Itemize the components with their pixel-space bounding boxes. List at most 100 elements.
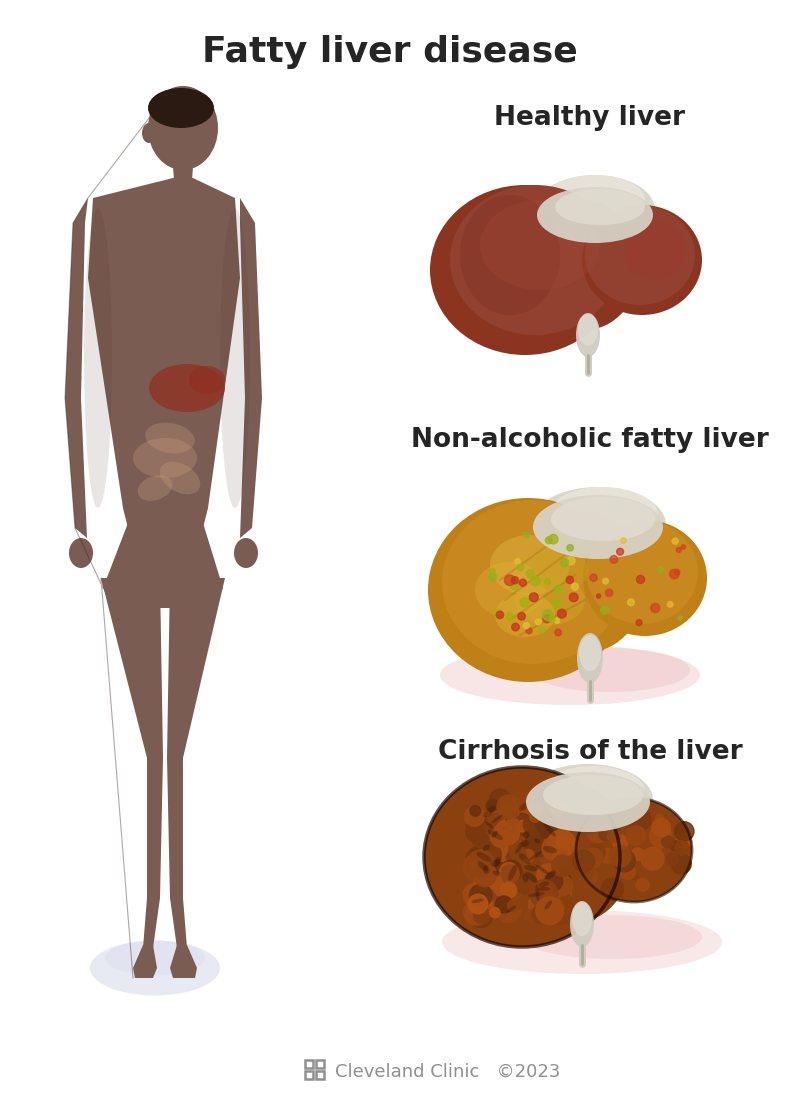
Circle shape (507, 900, 519, 912)
Circle shape (474, 842, 502, 870)
Circle shape (607, 830, 621, 842)
Circle shape (606, 590, 613, 596)
Circle shape (544, 835, 557, 847)
Ellipse shape (548, 487, 658, 543)
Circle shape (469, 851, 489, 871)
Polygon shape (103, 523, 223, 608)
Ellipse shape (526, 872, 538, 882)
Circle shape (483, 836, 507, 861)
Circle shape (652, 818, 670, 837)
Circle shape (530, 880, 558, 907)
Circle shape (526, 804, 538, 815)
Bar (316, 1071, 324, 1079)
Circle shape (489, 573, 497, 581)
Circle shape (527, 800, 540, 814)
Circle shape (486, 863, 510, 889)
Circle shape (518, 843, 528, 853)
Circle shape (494, 609, 502, 617)
Circle shape (530, 593, 538, 602)
Ellipse shape (625, 220, 685, 280)
Circle shape (544, 872, 563, 891)
Circle shape (496, 612, 504, 618)
Circle shape (525, 910, 538, 922)
Circle shape (537, 863, 559, 887)
Circle shape (552, 856, 573, 877)
Circle shape (602, 578, 609, 584)
Circle shape (530, 881, 544, 895)
Circle shape (602, 815, 621, 834)
Circle shape (561, 559, 569, 566)
Ellipse shape (493, 870, 500, 875)
Ellipse shape (586, 520, 698, 624)
Circle shape (467, 850, 494, 878)
Circle shape (512, 624, 519, 630)
Circle shape (491, 825, 514, 848)
Ellipse shape (442, 910, 722, 974)
Circle shape (518, 793, 537, 810)
Circle shape (511, 814, 533, 835)
Circle shape (525, 877, 535, 888)
Circle shape (498, 817, 522, 842)
Polygon shape (167, 578, 225, 948)
Ellipse shape (148, 88, 214, 128)
Circle shape (469, 866, 485, 881)
Circle shape (514, 873, 530, 890)
Circle shape (606, 831, 615, 841)
Circle shape (518, 820, 529, 831)
Circle shape (551, 894, 572, 915)
Ellipse shape (460, 195, 560, 315)
Circle shape (546, 828, 560, 841)
Circle shape (554, 818, 573, 837)
Ellipse shape (530, 200, 640, 330)
Circle shape (499, 862, 518, 882)
Circle shape (525, 793, 536, 804)
Circle shape (466, 898, 494, 924)
Ellipse shape (492, 815, 502, 824)
Circle shape (551, 870, 571, 891)
Circle shape (474, 895, 493, 915)
Ellipse shape (105, 941, 205, 976)
Ellipse shape (142, 123, 156, 144)
Circle shape (552, 598, 562, 608)
Circle shape (671, 853, 691, 874)
Circle shape (542, 896, 557, 912)
Circle shape (554, 618, 559, 624)
Circle shape (586, 820, 609, 842)
Ellipse shape (555, 189, 645, 225)
Bar (305, 1071, 313, 1079)
Ellipse shape (539, 881, 549, 887)
Ellipse shape (577, 633, 603, 683)
Ellipse shape (578, 314, 598, 346)
Text: Cirrhosis of the liver: Cirrhosis of the liver (438, 739, 742, 765)
Ellipse shape (189, 367, 225, 394)
Circle shape (463, 883, 486, 906)
Ellipse shape (570, 901, 594, 947)
Circle shape (532, 904, 551, 924)
Ellipse shape (471, 899, 484, 903)
Circle shape (590, 574, 598, 582)
Ellipse shape (148, 86, 218, 170)
Ellipse shape (585, 205, 695, 305)
Circle shape (553, 875, 573, 895)
Circle shape (610, 846, 631, 867)
Circle shape (474, 870, 496, 891)
Ellipse shape (556, 802, 565, 806)
Circle shape (556, 587, 562, 593)
Circle shape (466, 857, 489, 879)
Circle shape (636, 879, 649, 891)
Circle shape (470, 806, 481, 816)
Ellipse shape (583, 520, 707, 636)
Circle shape (469, 903, 493, 927)
Circle shape (601, 849, 615, 863)
Circle shape (548, 830, 575, 857)
Circle shape (468, 894, 488, 914)
Circle shape (636, 619, 642, 626)
Circle shape (501, 866, 519, 883)
Circle shape (566, 576, 574, 584)
Bar (316, 1060, 324, 1068)
Circle shape (540, 787, 565, 813)
Circle shape (519, 580, 526, 586)
Circle shape (585, 870, 598, 883)
Ellipse shape (160, 461, 200, 495)
Ellipse shape (551, 497, 655, 541)
